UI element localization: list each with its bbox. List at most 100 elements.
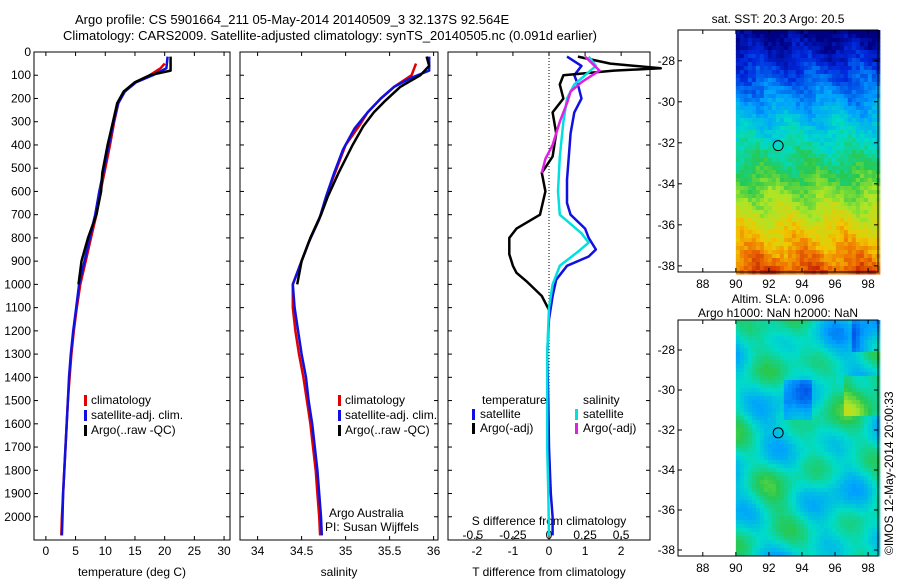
map-cell — [835, 340, 841, 345]
map-cell — [847, 114, 853, 119]
map-cell — [795, 170, 801, 175]
map-cell — [815, 412, 821, 417]
map-cell — [807, 210, 813, 215]
map-cell — [739, 166, 745, 171]
map-cell — [843, 126, 849, 131]
map-cell — [863, 110, 869, 115]
map-cell — [835, 504, 841, 509]
map-cell — [839, 178, 845, 183]
map-cell — [783, 258, 789, 263]
map-cell — [779, 336, 785, 341]
map-cell — [795, 464, 801, 469]
map-cell — [843, 150, 849, 155]
map-cell — [863, 62, 869, 67]
map-subtitle-sla: Argo h1000: NaN h2000: NaN — [698, 306, 858, 320]
map-cell — [735, 360, 741, 365]
map-cell — [775, 492, 781, 497]
map-ytick-label-sst_map: -34 — [658, 177, 676, 191]
map-cell — [799, 328, 805, 333]
map-cell — [799, 126, 805, 131]
map-cell — [807, 206, 813, 211]
map-cell — [775, 388, 781, 393]
map-cell — [739, 364, 745, 369]
map-cell — [839, 364, 845, 369]
map-cell — [743, 102, 749, 107]
map-cell — [795, 154, 801, 159]
map-cell — [759, 532, 765, 537]
map-cell — [743, 448, 749, 453]
map-cell — [755, 396, 761, 401]
map-cell — [867, 492, 873, 497]
map-cell — [839, 50, 845, 55]
map-cell — [735, 492, 741, 497]
map-cell — [819, 98, 825, 103]
map-cell — [759, 214, 765, 219]
map-cell — [747, 332, 753, 337]
map-cell — [839, 34, 845, 39]
map-cell — [787, 86, 793, 91]
map-cell — [815, 250, 821, 255]
map-cell — [771, 226, 777, 231]
map-cell — [819, 166, 825, 171]
map-cell — [827, 110, 833, 115]
map-cell — [803, 142, 809, 147]
map-cell — [783, 86, 789, 91]
map-cell — [779, 460, 785, 465]
map-cell — [739, 540, 745, 545]
map-cell — [859, 464, 865, 469]
map-cell — [795, 428, 801, 433]
map-cell — [779, 78, 785, 83]
map-cell — [787, 388, 793, 393]
map-cell — [811, 372, 817, 377]
map-cell — [747, 86, 753, 91]
map-cell — [795, 416, 801, 421]
map-cell — [759, 324, 765, 329]
map-cell — [831, 158, 837, 163]
map-cell — [811, 234, 817, 239]
map-cell — [743, 476, 749, 481]
map-cell — [791, 344, 797, 349]
map-cell — [779, 154, 785, 159]
map-cell — [779, 384, 785, 389]
map-cell — [807, 254, 813, 259]
map-cell — [859, 122, 865, 127]
map-cell — [775, 348, 781, 353]
map-cell — [791, 190, 797, 195]
map-cell — [807, 46, 813, 51]
map-cell — [815, 436, 821, 441]
map-cell — [763, 138, 769, 143]
map-cell — [831, 368, 837, 373]
map-cell — [787, 46, 793, 51]
map-cell — [795, 384, 801, 389]
map-cell — [823, 352, 829, 357]
map-cell — [819, 360, 825, 365]
map-cell — [871, 110, 877, 115]
map-cell — [855, 62, 861, 67]
map-cell — [799, 102, 805, 107]
map-cell — [783, 324, 789, 329]
map-cell — [851, 106, 857, 111]
map-cell — [763, 436, 769, 441]
map-cell — [863, 162, 869, 167]
map-cell — [747, 460, 753, 465]
map-cell — [839, 262, 845, 267]
map-cell — [767, 34, 773, 39]
map-cell — [807, 238, 813, 243]
map-cell — [867, 468, 873, 473]
map-cell — [835, 408, 841, 413]
map-cell — [747, 234, 753, 239]
map-cell — [807, 74, 813, 79]
map-cell — [811, 392, 817, 397]
map-cell — [775, 404, 781, 409]
map-cell — [827, 460, 833, 465]
map-cell — [867, 396, 873, 401]
map-cell — [839, 456, 845, 461]
map-cell — [863, 126, 869, 131]
map-cell — [795, 258, 801, 263]
map-cell — [831, 428, 837, 433]
map-cell — [843, 372, 849, 377]
map-cell — [815, 198, 821, 203]
map-cell — [835, 416, 841, 421]
map-cell — [843, 230, 849, 235]
map-cell — [743, 552, 749, 557]
